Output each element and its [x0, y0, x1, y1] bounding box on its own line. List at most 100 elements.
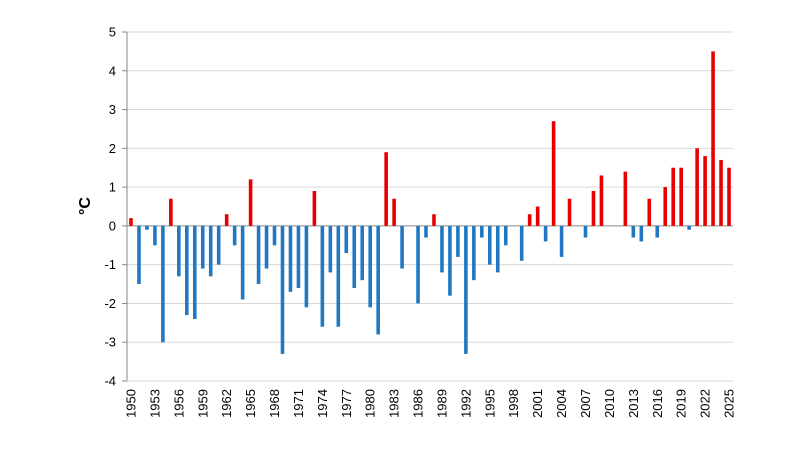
bar-1982: [384, 152, 388, 226]
bar-1973: [312, 190, 317, 226]
bar-1987: [424, 225, 428, 238]
x-tick-label: 2007: [578, 389, 593, 418]
y-tick-label: 3: [109, 102, 116, 117]
bar-2024: [719, 159, 723, 226]
x-tick-label: 1956: [171, 389, 186, 418]
bar-1977: [344, 225, 349, 254]
bar-1952: [145, 225, 149, 230]
bar-1983: [392, 198, 396, 226]
bar-2025: [727, 167, 731, 226]
bar-2012: [623, 171, 628, 226]
x-tick-label: 2001: [530, 389, 545, 418]
x-tick-label: 2013: [626, 389, 641, 418]
bar-1972: [304, 225, 309, 308]
bar-1968: [272, 225, 277, 246]
x-tick-label: 1962: [219, 389, 234, 418]
x-tick-label: 1989: [434, 389, 449, 418]
y-tick-label: 4: [109, 63, 116, 78]
bar-2009: [599, 175, 604, 226]
bar-1999: [519, 225, 524, 261]
bar-2021: [695, 148, 699, 226]
x-tick-label: 2022: [698, 389, 713, 418]
y-tick-label: -2: [104, 296, 116, 311]
bar-1954: [161, 225, 165, 343]
bar-1964: [240, 225, 245, 300]
bar-1959: [200, 225, 205, 269]
bar-1951: [137, 225, 141, 285]
bar-1978: [352, 225, 357, 288]
x-tick-label: 1950: [123, 389, 138, 418]
y-tick-label: -3: [104, 335, 116, 350]
x-tick-label: 1971: [291, 389, 306, 418]
bar-2000: [527, 214, 532, 226]
x-tick-label: 2010: [602, 389, 617, 418]
y-tick-label: 2: [109, 141, 116, 156]
bar-1989: [440, 225, 444, 273]
bar-1991: [456, 225, 460, 257]
bar-2019: [679, 167, 683, 226]
x-tick-label: 2025: [722, 389, 737, 418]
bar-1992: [464, 225, 468, 354]
x-tick-label: 1986: [411, 389, 426, 418]
bar-1986: [416, 225, 420, 304]
x-tick-label: 1980: [363, 389, 378, 418]
bar-1966: [256, 225, 261, 285]
x-tick-label: 2004: [554, 389, 569, 418]
bar-2023: [711, 51, 715, 226]
bar-1974: [320, 225, 325, 327]
bar-2017: [663, 187, 668, 226]
gridlines: [127, 31, 733, 382]
bar-1969: [280, 225, 285, 354]
bar-1960: [208, 225, 213, 277]
bar-1956: [177, 225, 181, 277]
y-tick-label: 0: [109, 218, 116, 233]
bar-2003: [551, 121, 556, 226]
x-tick-label: 1998: [506, 389, 521, 418]
bar-1967: [264, 225, 269, 269]
bar-1995: [488, 225, 492, 265]
bar-1970: [288, 225, 293, 292]
bar-1988: [432, 214, 436, 226]
x-tick-labels: 1950 1953 1956 1959 1962 1965 1968 1971 1974 1977…: [123, 389, 736, 418]
x-tick-label: 1983: [387, 389, 402, 418]
axes: [122, 31, 733, 382]
bar-1957: [185, 225, 189, 316]
bar-1955: [169, 198, 173, 226]
bar-1971: [296, 225, 301, 288]
bar-2007: [583, 225, 588, 238]
bar-1976: [336, 225, 341, 327]
bar-2008: [591, 190, 596, 226]
bar-1984: [400, 225, 404, 269]
x-tick-label: 1965: [243, 389, 258, 418]
bar-2018: [671, 167, 675, 226]
x-tick-label: 1974: [315, 389, 330, 418]
x-tick-label: 1953: [147, 389, 162, 418]
bar-2005: [567, 198, 572, 226]
y-axis-label: °C: [77, 197, 94, 215]
bars: [129, 51, 731, 354]
y-tick-label: 1: [109, 180, 116, 195]
bar-2020: [687, 225, 691, 230]
bar-1990: [448, 225, 452, 296]
bar-2004: [559, 225, 564, 257]
bar-1994: [480, 225, 484, 238]
x-tick-label: 2019: [674, 389, 689, 418]
y-tick-label: -1: [104, 257, 116, 272]
bar-1996: [495, 225, 500, 273]
x-tick-label: 1995: [482, 389, 497, 418]
x-tick-label: 1959: [195, 389, 210, 418]
bar-2022: [703, 156, 707, 226]
bar-1975: [328, 225, 333, 273]
bar-1980: [368, 225, 372, 308]
bar-2013: [631, 225, 636, 238]
bar-2014: [639, 225, 644, 242]
bar-1979: [360, 225, 365, 281]
bar-1965: [248, 179, 253, 226]
bar-2015: [647, 198, 652, 226]
x-tick-label: 1968: [267, 389, 282, 418]
bar-1963: [232, 225, 237, 246]
y-tick-label: -4: [104, 374, 116, 389]
bar-1981: [376, 225, 380, 335]
